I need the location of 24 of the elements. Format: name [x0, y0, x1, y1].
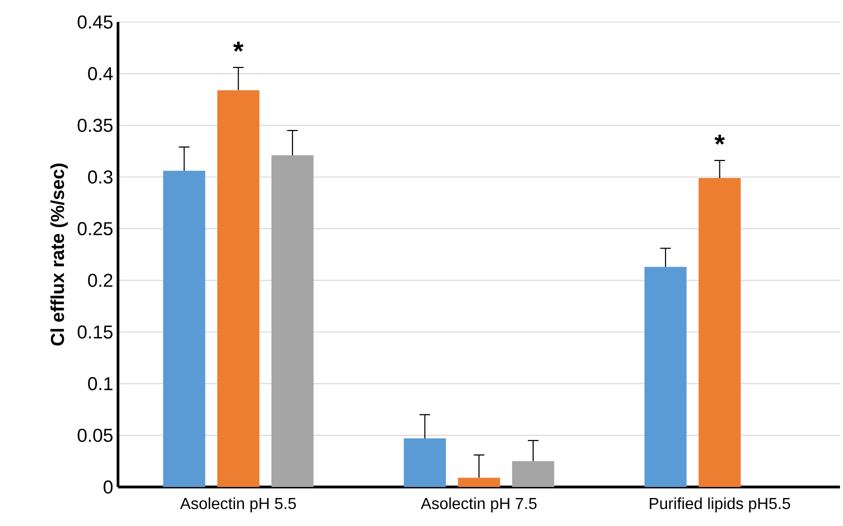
y-axis-title: Cl efflux rate (%/sec) — [50, 164, 68, 346]
y-tick-label: 0.25 — [78, 222, 113, 236]
y-tick-label: 0.4 — [88, 67, 113, 80]
x-tick-label: Purified lipids pH5.5 — [650, 497, 790, 512]
y-tick-label: 0.2 — [88, 274, 112, 287]
y-tick-label: 0.3 — [88, 170, 112, 184]
bar — [271, 155, 314, 487]
bar — [217, 90, 260, 487]
y-tick-label: 0.15 — [78, 325, 113, 339]
x-tick-label: Asolectin pH 7.5 — [420, 497, 537, 512]
bar — [512, 461, 554, 487]
bar — [163, 170, 206, 487]
y-tick-label: 0.35 — [78, 118, 113, 132]
bar — [644, 266, 687, 487]
y-tick-label: 0 — [104, 480, 113, 494]
y-tick-label: 0.45 — [78, 15, 113, 29]
y-tick-label: 0.05 — [78, 428, 113, 442]
annotation: * — [233, 42, 244, 52]
y-tick-label: 0.1 — [88, 377, 112, 390]
annotation: * — [714, 134, 725, 145]
bar — [698, 178, 741, 487]
x-tick-label: Asolectin pH 5.5 — [180, 497, 296, 512]
bar — [404, 438, 446, 487]
bar — [458, 478, 500, 487]
